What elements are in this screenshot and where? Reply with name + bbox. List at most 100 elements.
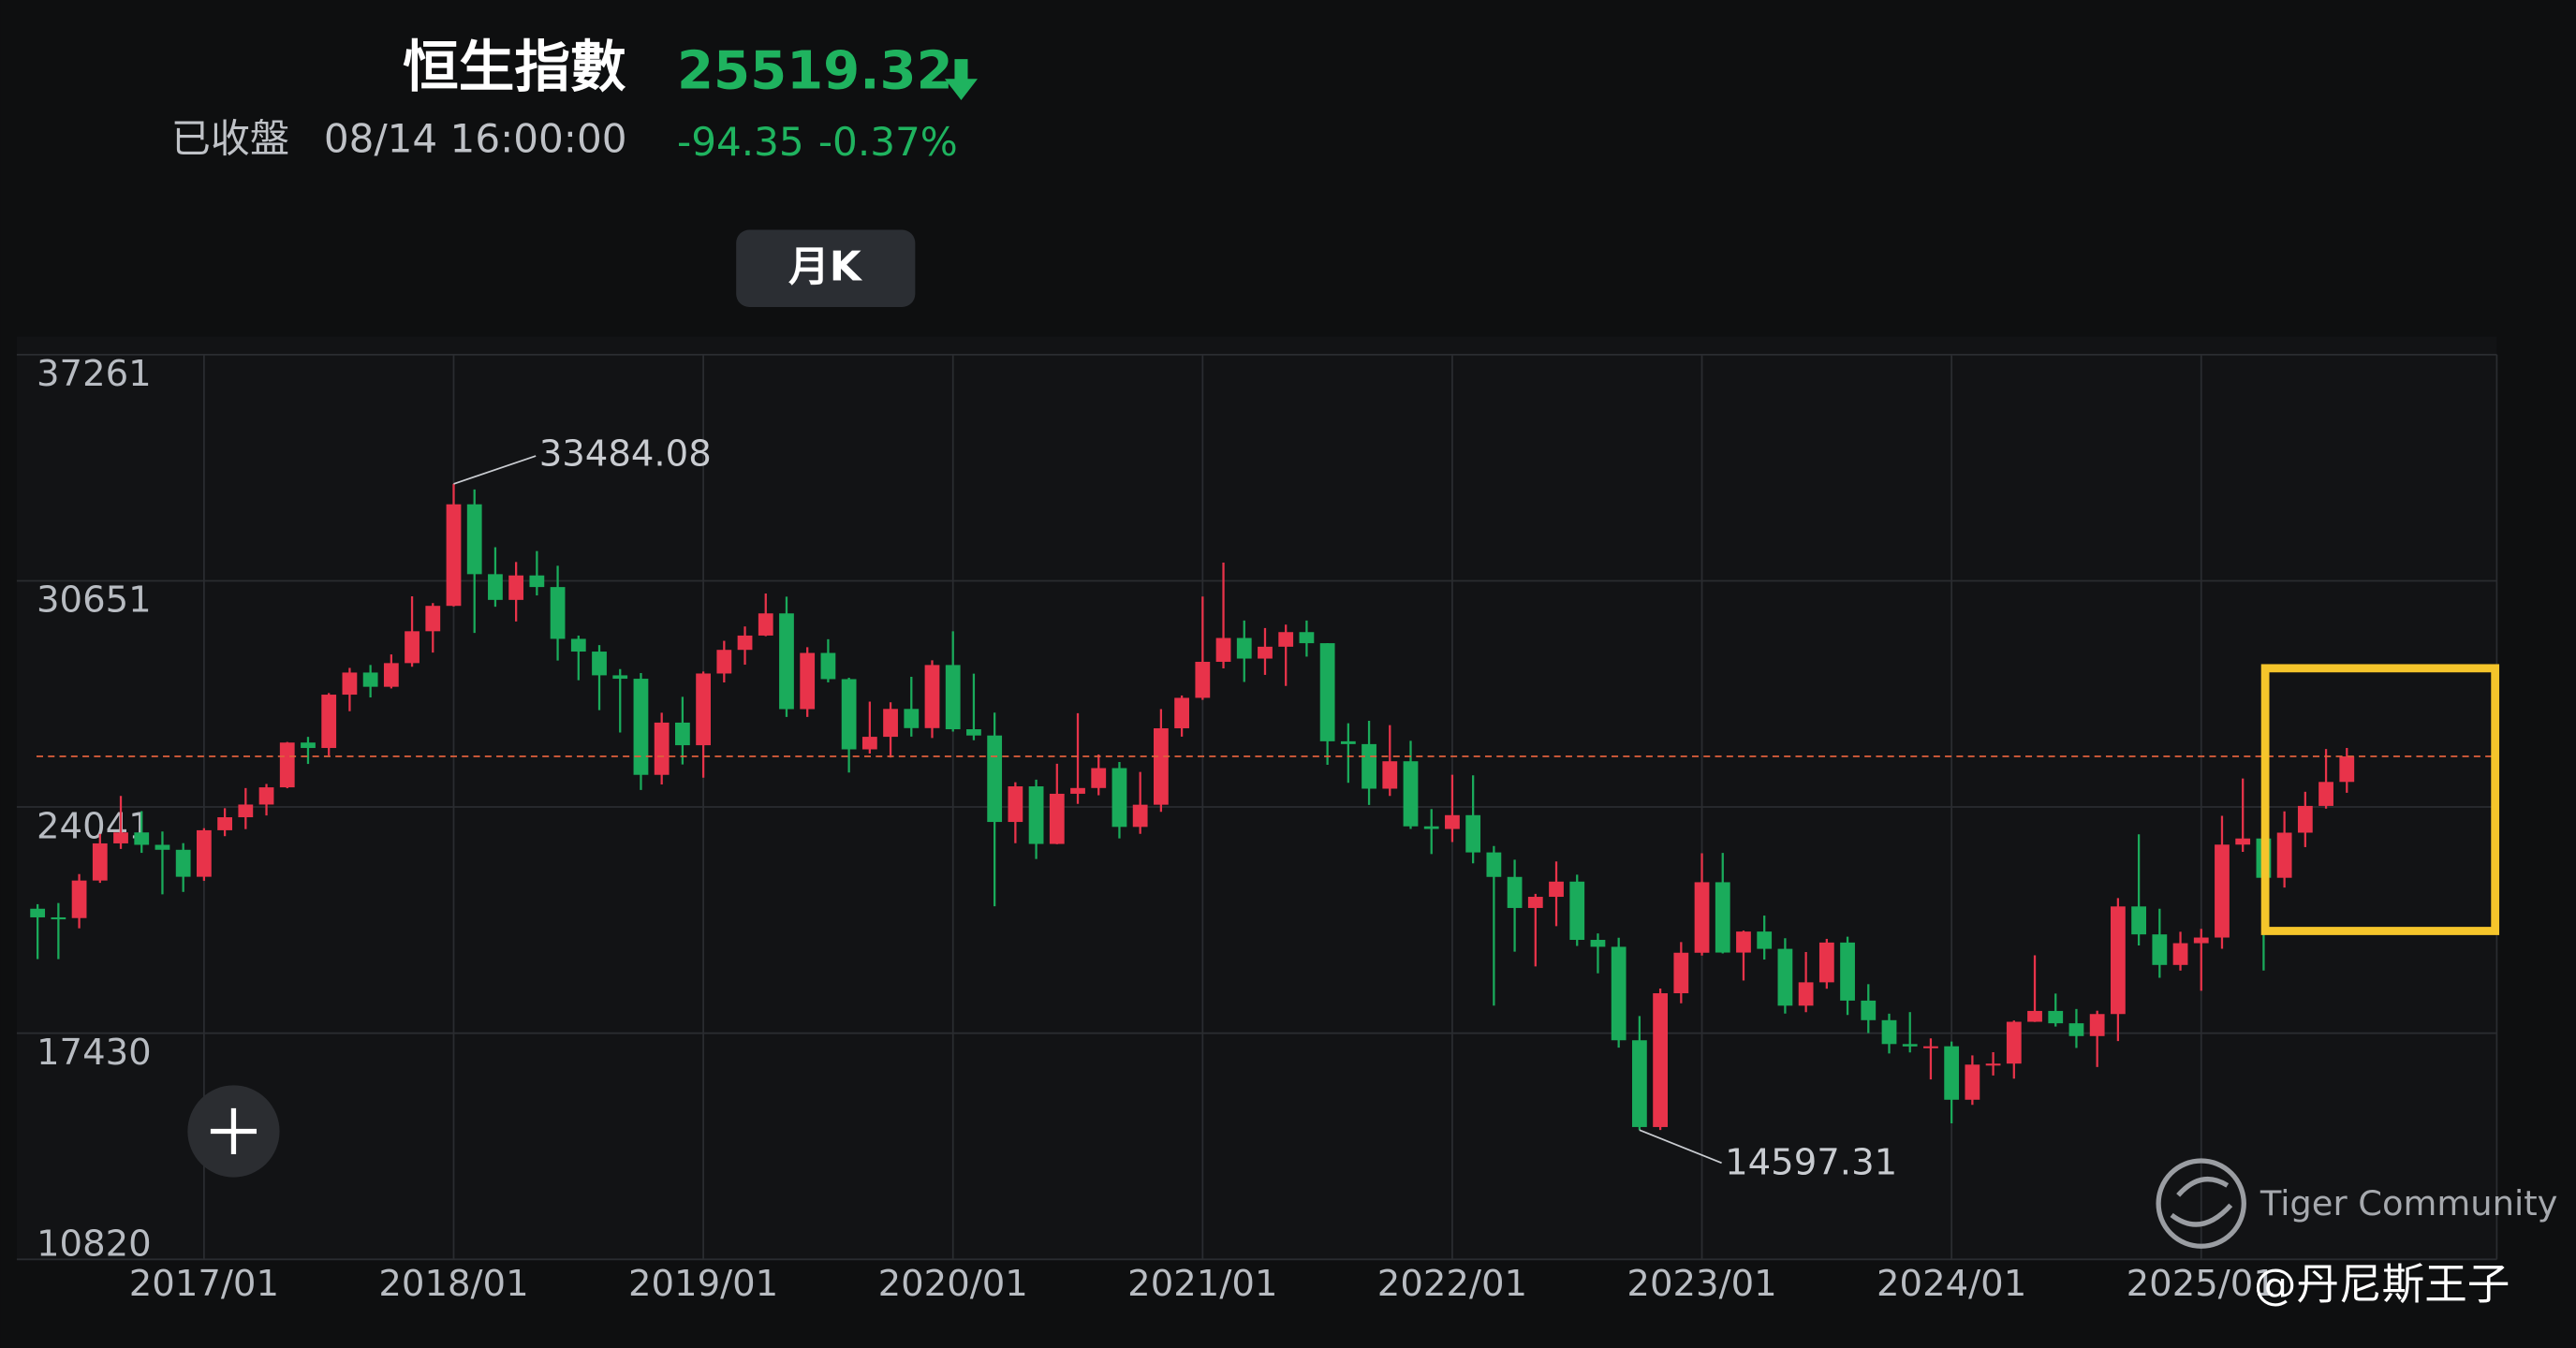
x-tick-label: 2019/01: [628, 1263, 778, 1305]
candle-body: [342, 672, 358, 696]
candle-body: [196, 829, 212, 877]
y-tick-label: 17430: [37, 1032, 152, 1074]
down-arrow-icon: [944, 59, 979, 100]
candle-body: [1798, 982, 1814, 1006]
candle-body: [987, 735, 1003, 823]
x-tick-label: 2018/01: [378, 1263, 528, 1305]
candle-body: [113, 832, 128, 843]
candle-body: [2131, 906, 2146, 935]
watermark-author: @丹尼斯王子: [2254, 1260, 2510, 1310]
candle-body: [446, 504, 462, 607]
candle-body: [1965, 1064, 1980, 1100]
candle-body: [841, 679, 857, 750]
candle-body: [1049, 793, 1065, 844]
candle-body: [1423, 826, 1439, 829]
candle-body: [1549, 881, 1564, 898]
price-change-pct: -0.37%: [818, 119, 958, 165]
candle-body: [466, 504, 482, 575]
candle-body: [1299, 632, 1315, 644]
candle-body: [2318, 782, 2333, 806]
x-tick-label: 2017/01: [129, 1263, 279, 1305]
candle-body: [383, 663, 399, 687]
candle-body: [2215, 844, 2230, 938]
add-button[interactable]: [187, 1085, 280, 1178]
candle-body: [405, 631, 420, 664]
candle-body: [1527, 897, 1543, 908]
candle-body: [1403, 761, 1419, 827]
candle-body: [2193, 937, 2209, 944]
chart-area: [16, 336, 2497, 1262]
candle-body: [2172, 943, 2188, 965]
candle-body: [696, 673, 711, 746]
candle-body: [1028, 786, 1044, 844]
timestamp: 08/14 16:00:00: [324, 115, 627, 161]
candle-body: [904, 709, 920, 728]
candle-body: [716, 650, 732, 674]
candle-body: [2089, 1014, 2105, 1036]
candle-body: [1340, 740, 1356, 744]
candle-body: [758, 613, 773, 636]
candle-body: [1944, 1046, 1960, 1100]
candle-body: [155, 844, 170, 850]
candle-body: [737, 635, 753, 651]
candle-body: [425, 606, 441, 632]
candle-body: [2006, 1021, 2022, 1064]
candle-body: [175, 849, 191, 877]
market-status: 已收盤: [171, 115, 289, 161]
candle-body: [1902, 1044, 1918, 1047]
add-icon[interactable]: [210, 1107, 258, 1155]
x-tick-label: 2020/01: [878, 1263, 1028, 1305]
candle-body: [488, 574, 503, 600]
period-label[interactable]: 月K: [788, 243, 863, 291]
last-price: 25519.32: [677, 41, 953, 102]
x-tick-label: 2024/01: [1877, 1263, 2026, 1305]
annotation-leader: [453, 455, 537, 485]
candle-body: [612, 675, 628, 680]
x-tick-label: 2025/01: [2127, 1263, 2276, 1305]
candle-body: [1486, 852, 1502, 877]
period-button-bg[interactable]: [736, 229, 916, 307]
candle-body: [1818, 942, 1834, 983]
candle-body: [1111, 768, 1127, 828]
candle-body: [1215, 637, 1231, 662]
candle-body: [1008, 786, 1023, 823]
candle-body: [1070, 787, 1085, 794]
candle-body: [51, 916, 66, 920]
candle-body: [2276, 832, 2292, 878]
candle-body: [1382, 761, 1398, 789]
candle-body: [1631, 1040, 1647, 1127]
candle-body: [1694, 882, 1710, 953]
index-title: 恒生指數: [403, 36, 626, 100]
candle-body: [1757, 931, 1773, 949]
high-annotation: 33484.08: [539, 433, 712, 476]
candle-body: [1236, 637, 1252, 659]
candle-body: [1861, 1000, 1877, 1020]
y-tick-label: 37261: [37, 353, 152, 395]
candle-body: [654, 722, 670, 775]
candle-body: [1195, 661, 1211, 698]
candle-body: [2152, 934, 2168, 965]
candle-body: [1569, 881, 1585, 941]
candle-body: [550, 587, 566, 639]
annotation-leader: [1639, 1129, 1722, 1165]
candle-body: [1174, 697, 1189, 728]
candle-body: [238, 804, 254, 818]
candle-body: [258, 787, 274, 805]
watermark-logo-mark: [2170, 1177, 2233, 1227]
period-button[interactable]: 月K: [736, 229, 916, 307]
watermark: Tiger Community @丹尼斯王子: [2156, 1158, 2558, 1310]
candle-body: [633, 679, 649, 775]
candle-body: [2027, 1010, 2042, 1022]
candle-body: [362, 672, 378, 687]
candle-body: [1923, 1046, 1938, 1048]
watermark-brand: Tiger Community: [2260, 1183, 2558, 1223]
candle-body: [1840, 942, 1855, 1001]
candle-body: [1590, 940, 1606, 947]
candle-body: [1777, 948, 1793, 1006]
candle-body: [570, 638, 586, 652]
candle-body: [800, 652, 816, 710]
candle-body: [2235, 838, 2251, 845]
candle-body: [71, 880, 87, 918]
